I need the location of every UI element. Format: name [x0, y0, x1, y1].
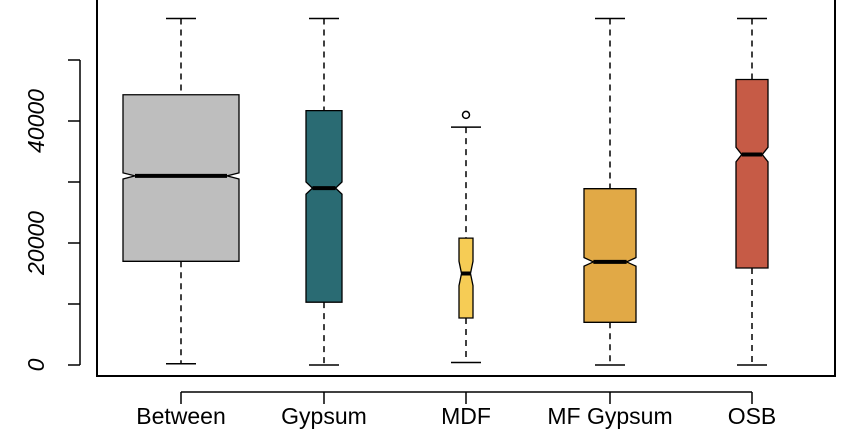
box-body	[458, 237, 474, 319]
box-osb	[735, 17, 769, 366]
y-tick-label: 20000	[23, 211, 49, 276]
y-axis: 0 20000 40000	[23, 59, 81, 371]
box-body	[122, 94, 240, 262]
x-tick-label: Gypsum	[281, 403, 367, 429]
box-body	[305, 109, 343, 303]
x-tick-label: MDF	[441, 403, 491, 429]
box-body	[735, 78, 769, 269]
box-between	[122, 17, 240, 365]
plot-area: 0 20000 40000 Between Gypsum MDF MF Gypsum OSB	[23, 17, 777, 429]
box-gypsum	[305, 17, 343, 366]
x-tick-label: MF Gypsum	[547, 403, 672, 429]
plot-frame	[96, 0, 836, 377]
x-axis: Between Gypsum MDF MF Gypsum OSB	[136, 391, 777, 429]
box-mdf	[451, 110, 481, 364]
x-tick-label: Between	[136, 403, 226, 429]
outlier-point	[461, 110, 471, 120]
box-body	[583, 188, 637, 323]
y-tick-label: 0	[23, 358, 49, 371]
box-mf-gypsum	[583, 17, 637, 366]
y-tick-label: 40000	[23, 89, 49, 153]
x-tick-label: OSB	[728, 403, 777, 429]
